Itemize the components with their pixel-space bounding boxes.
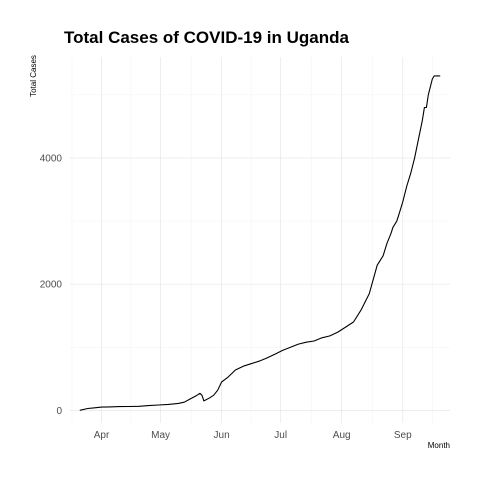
grid: [70, 57, 450, 423]
x-tick-label: Aug: [333, 430, 351, 441]
x-axis-label: Month: [428, 441, 450, 450]
y-tick-label: 0: [56, 406, 62, 417]
chart-title: Total Cases of COVID-19 in Uganda: [64, 28, 350, 47]
series-line: [79, 75, 441, 411]
x-tick-label: Jul: [274, 430, 287, 441]
y-tick-label: 4000: [40, 153, 63, 164]
y-tick-label: 2000: [40, 280, 63, 291]
x-tick-label: Apr: [94, 430, 110, 441]
y-axis-label: Total Cases: [29, 55, 38, 97]
y-tick-labels: 0 2000 4000: [40, 153, 63, 416]
x-tick-label: May: [151, 430, 170, 441]
x-tick-label: Jun: [214, 430, 230, 441]
x-tick-label: Sep: [394, 430, 412, 441]
x-tick-labels: Apr May Jun Jul Aug Sep: [94, 430, 412, 441]
